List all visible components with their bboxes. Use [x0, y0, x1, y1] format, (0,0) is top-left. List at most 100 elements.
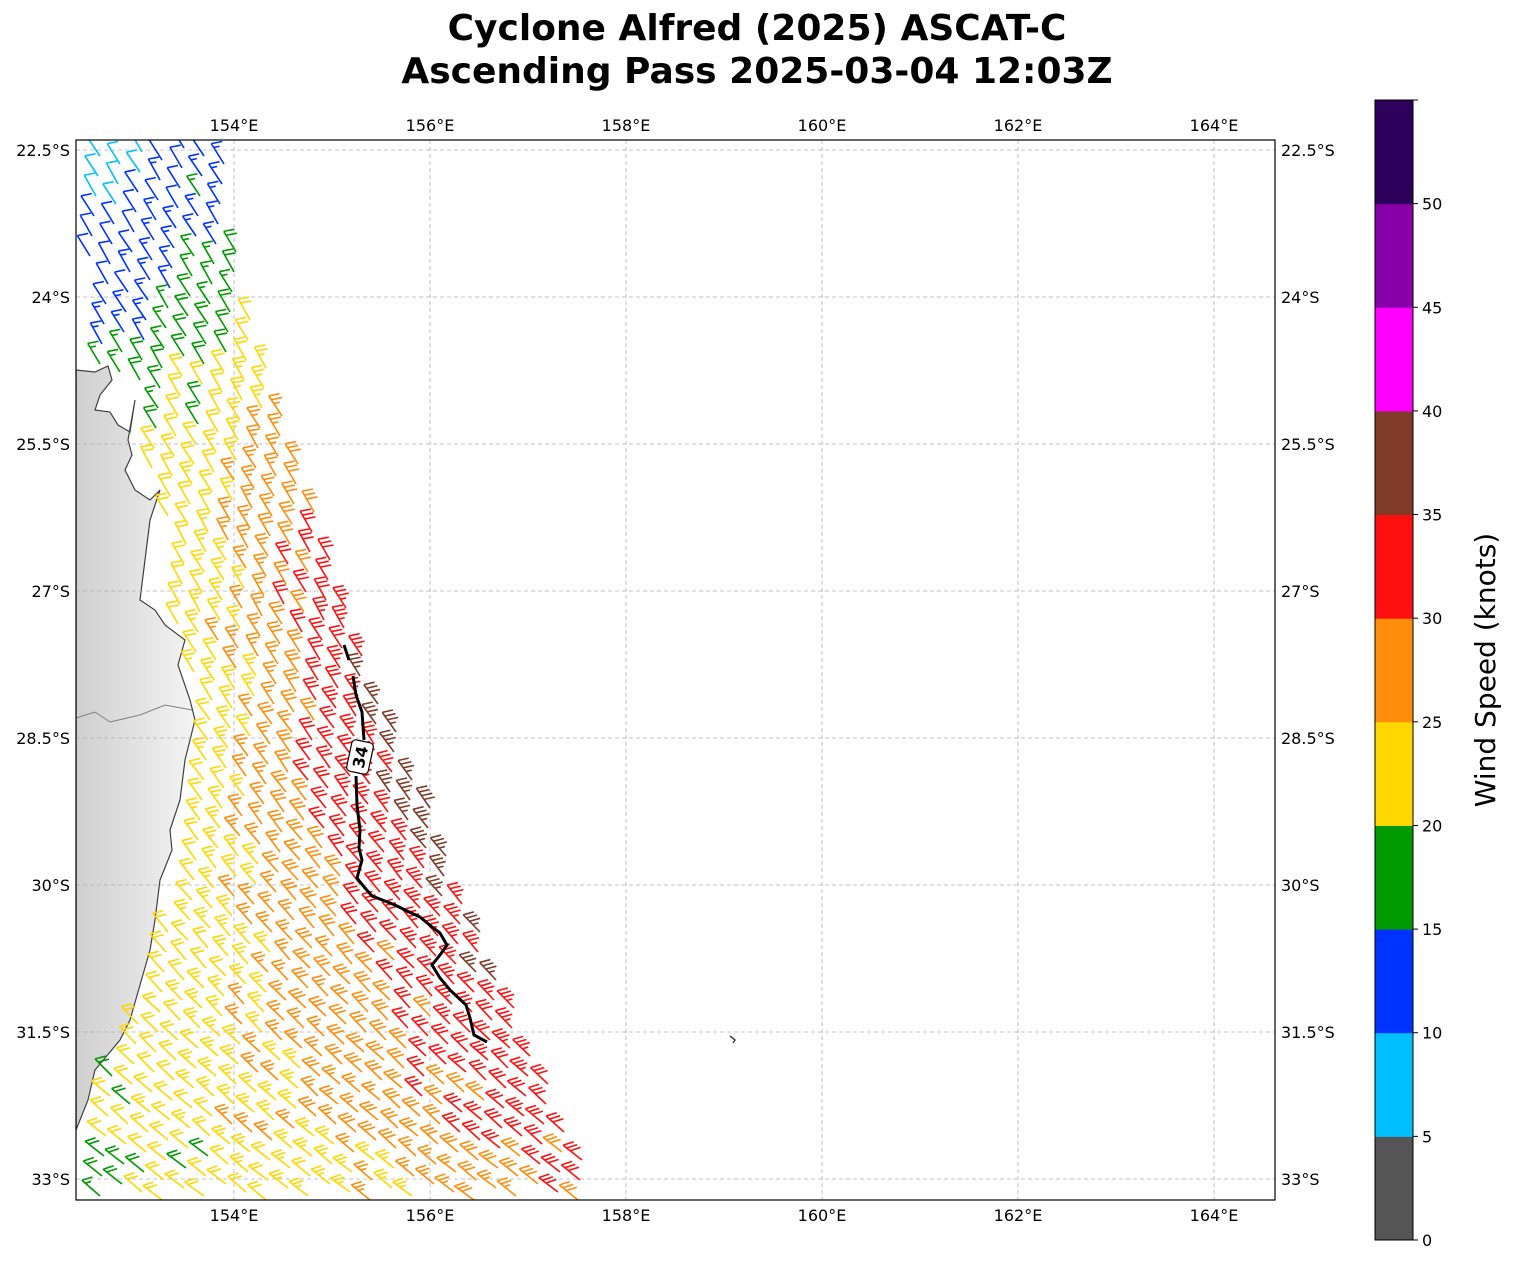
- barb-feather: [247, 1180, 259, 1186]
- barb-feather: [205, 829, 217, 834]
- barb-feather: [216, 705, 228, 709]
- barb-feather: [173, 336, 185, 341]
- barb-feather: [452, 1011, 464, 1016]
- barb-half-feather: [253, 998, 260, 1002]
- wind-barb: [365, 850, 384, 873]
- barb-feather: [249, 616, 261, 621]
- wind-barb: [326, 1023, 345, 1045]
- barb-feather: [215, 937, 227, 942]
- barb-feather: [123, 1172, 135, 1177]
- barb-feather: [211, 580, 223, 585]
- barb-staff: [506, 1080, 527, 1097]
- wind-barb: [167, 580, 182, 605]
- barb-staff: [210, 143, 225, 165]
- barb-feather: [94, 1055, 106, 1060]
- barb-half-feather: [227, 653, 234, 657]
- barb-feather: [192, 364, 204, 368]
- barb-half-feather: [161, 249, 168, 253]
- barb-staff: [211, 1127, 231, 1145]
- barb-feather: [230, 797, 242, 801]
- wind-barb: [419, 934, 437, 957]
- barb-feather: [232, 942, 244, 947]
- barb-feather: [192, 1115, 204, 1121]
- barb-feather: [201, 240, 213, 244]
- barb-feather: [423, 796, 435, 801]
- wind-barb: [436, 1153, 457, 1173]
- barb-staff: [142, 1184, 163, 1200]
- barb-staff: [136, 1054, 155, 1073]
- barb-staff: [494, 1010, 513, 1029]
- barb-half-feather: [387, 741, 394, 745]
- barb-feather: [208, 412, 220, 416]
- barb-staff: [321, 1067, 341, 1085]
- barb-staff: [397, 1139, 417, 1157]
- barb-half-feather: [247, 661, 254, 665]
- barb-staff: [90, 1080, 111, 1097]
- wind-barb: [230, 1132, 251, 1153]
- barb-feather: [425, 1106, 437, 1112]
- barb-staff: [191, 342, 205, 365]
- wind-barb: [157, 472, 172, 497]
- wind-barb: [79, 212, 93, 237]
- barb-feather: [331, 1006, 343, 1012]
- barb-staff: [316, 728, 333, 749]
- barb-staff: [173, 1092, 193, 1109]
- barb-staff: [401, 1099, 421, 1117]
- barb-feather: [472, 1062, 484, 1067]
- barb-feather: [463, 1143, 475, 1148]
- barb-feather: [196, 886, 208, 891]
- barb-feather: [248, 1014, 260, 1019]
- barb-feather: [199, 1036, 211, 1041]
- barb-feather: [289, 448, 301, 453]
- wind-barb: [198, 468, 213, 493]
- barb-half-feather: [236, 573, 243, 576]
- barb-staff: [306, 828, 323, 849]
- wind-barb: [184, 400, 199, 425]
- barb-feather: [295, 548, 307, 553]
- barb-staff: [230, 567, 245, 589]
- barb-feather: [360, 1123, 372, 1129]
- wind-barb: [432, 1003, 451, 1025]
- barb-staff: [520, 1148, 541, 1165]
- barb-feather: [385, 925, 397, 930]
- barb-staff: [115, 1047, 135, 1065]
- barb-staff: [425, 877, 443, 897]
- barb-feather: [270, 769, 282, 775]
- barb-feather: [210, 978, 222, 983]
- wind-barb: [227, 793, 243, 817]
- barb-staff: [123, 1175, 143, 1193]
- barb-feather: [87, 134, 98, 136]
- wind-barb: [428, 1043, 447, 1065]
- barb-feather: [286, 652, 299, 657]
- barb-feather: [271, 982, 283, 988]
- wind-barb: [246, 404, 261, 429]
- barb-feather: [196, 280, 208, 285]
- barb-feather: [495, 1031, 507, 1036]
- barb-staff: [311, 977, 329, 997]
- barb-feather: [201, 472, 213, 477]
- barb-feather: [358, 1143, 370, 1149]
- barb-feather: [114, 269, 126, 273]
- barb-feather: [148, 973, 160, 979]
- barb-feather: [251, 364, 263, 369]
- barb-feather: [538, 1173, 550, 1179]
- barb-feather: [280, 1091, 292, 1097]
- wind-barb: [233, 733, 249, 757]
- barb-feather: [357, 931, 369, 936]
- barb-staff: [83, 174, 97, 197]
- barb-feather: [298, 764, 310, 770]
- barb-feather: [295, 737, 307, 742]
- barb-feather: [150, 1143, 162, 1149]
- barb-feather: [375, 1025, 387, 1030]
- wind-barb: [267, 979, 287, 1001]
- barb-staff: [223, 438, 237, 461]
- barb-feather: [122, 1026, 134, 1031]
- barb-feather: [403, 764, 415, 769]
- wind-barb: [144, 384, 159, 409]
- barb-staff: [354, 954, 373, 973]
- barb-feather: [354, 1141, 366, 1147]
- barb-feather: [322, 1087, 334, 1093]
- barb-feather: [335, 1132, 347, 1138]
- barb-feather: [354, 951, 366, 956]
- barb-feather: [260, 680, 272, 685]
